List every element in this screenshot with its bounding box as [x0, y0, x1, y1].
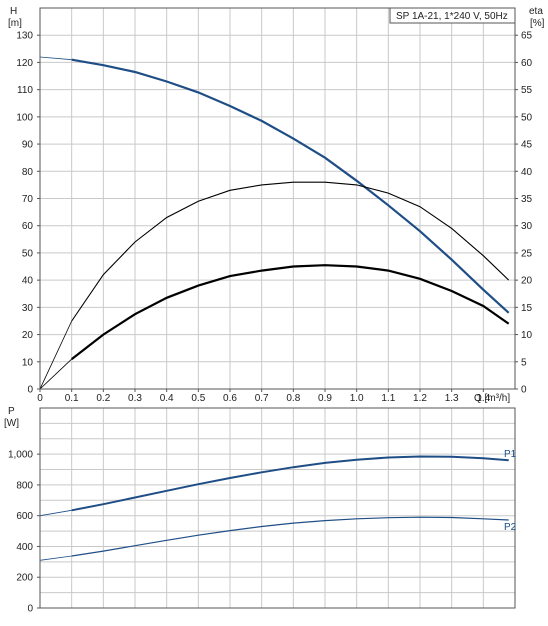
efficiency-curve-total-leadin [39, 358, 72, 390]
power-curve-p1 [71, 455, 509, 512]
left-tick-label: 130 [16, 31, 33, 42]
lower-plot-frame [39, 407, 516, 609]
chart-title: SP 1A-21, 1*240 V, 50Hz [396, 11, 508, 22]
title-box [389, 7, 516, 24]
x-axis-label: Q [m³/h] [474, 393, 510, 404]
lower-tick-labels: 0 200 400 600 800 1,000 [8, 450, 40, 615]
x-tick-label: 1.1 [381, 393, 395, 404]
x-tick-label: 0.1 [65, 393, 79, 404]
left-tick-label: 90 [22, 140, 34, 151]
x-tick-label: 1.4 [476, 393, 490, 404]
right-tick-label: 65 [521, 31, 533, 42]
left-tick-label: 110 [17, 85, 33, 96]
x-tick-label: 1.0 [350, 393, 364, 404]
right-tick-label: 35 [521, 194, 533, 205]
head-curve [71, 58, 510, 314]
left-axis-label-line2: [m] [8, 18, 22, 29]
x-tick-label: 0.2 [96, 393, 110, 404]
right-tick-label: 30 [521, 221, 533, 232]
lower-grid [39, 408, 515, 609]
power-tick-label: 600 [16, 511, 33, 522]
power-axis-label-line2: [W] [4, 418, 19, 429]
left-tick-label: 70 [22, 194, 34, 205]
right-axis-label-line1: eta [529, 6, 543, 17]
left-tick-label: 40 [22, 276, 34, 287]
power-curve-p2-leadin [39, 555, 72, 561]
left-tick-label: 30 [22, 303, 34, 314]
right-tick-label: 45 [521, 140, 533, 151]
left-tick-label: 10 [22, 357, 34, 368]
left-tick-label: 80 [22, 167, 34, 178]
series-label-p2: P2 [504, 522, 517, 533]
power-curve-p2 [71, 516, 509, 557]
power-tick-label: 800 [16, 480, 33, 491]
right-tick-label: 50 [521, 112, 533, 123]
x-tick-label: 1.2 [413, 393, 427, 404]
upper-grid [39, 8, 515, 390]
x-tick-label: 0.8 [286, 393, 300, 404]
x-tick-label: 0.6 [223, 393, 237, 404]
right-tick-label: 25 [521, 248, 533, 259]
left-tick-label: 120 [16, 58, 33, 69]
right-tick-label: 0 [521, 385, 527, 396]
efficiency-curve-eta [71, 181, 510, 322]
right-tick-label: 20 [521, 276, 533, 287]
right-tick-label: 40 [521, 167, 533, 178]
right-tick-label: 5 [521, 357, 527, 368]
power-tick-label: 400 [16, 542, 33, 553]
upper-series-group [39, 56, 510, 390]
power-tick-label: 200 [16, 573, 33, 584]
x-tick-label: 0.4 [160, 393, 174, 404]
left-tick-label: 100 [16, 112, 33, 123]
power-curve-p1-leadin [39, 509, 72, 517]
right-tick-label: 60 [521, 58, 533, 69]
x-tick-label: 0.5 [191, 393, 205, 404]
left-tick-label: 20 [22, 330, 34, 341]
right-tick-label: 15 [521, 303, 533, 314]
x-tick-label: 0.3 [128, 393, 142, 404]
efficiency-curve-total [71, 264, 510, 360]
x-tick-label: 1.3 [445, 393, 459, 404]
power-axis-label-line1: P [8, 406, 15, 417]
right-tick-label: 10 [521, 330, 533, 341]
x-tick-label: 0.9 [318, 393, 332, 404]
lower-series-group [39, 455, 509, 561]
upper-tick-labels: 0 0.1 0.2 0.3 0.4 0.5 0.6 0.7 0.8 0.9 1.0 1.1 1.2 1.3… [16, 31, 532, 404]
head-efficiency-panel: 0 0.1 0.2 0.3 0.4 0.5 0.6 0.7 0.8 0.9 1.0 1.1 1.2 1.3… [8, 6, 545, 404]
power-panel: 0 200 400 600 800 1,000 P [W] P1 P2 [4, 406, 517, 615]
x-tick-label: 0 [37, 393, 43, 404]
x-tick-label: 0.7 [255, 393, 269, 404]
right-tick-label: 55 [521, 85, 533, 96]
left-tick-label: 60 [22, 221, 34, 232]
left-tick-label: 0 [27, 385, 33, 396]
right-axis-label-line2: [%] [530, 18, 545, 29]
power-tick-label: 0 [27, 604, 33, 615]
head-curve-leadin [39, 56, 72, 61]
series-label-p1: P1 [504, 449, 517, 460]
efficiency-curve-eta-leadin [39, 320, 73, 390]
power-tick-label: 1,000 [8, 450, 33, 461]
left-tick-label: 50 [22, 248, 34, 259]
left-axis-label-line1: H [10, 6, 17, 17]
